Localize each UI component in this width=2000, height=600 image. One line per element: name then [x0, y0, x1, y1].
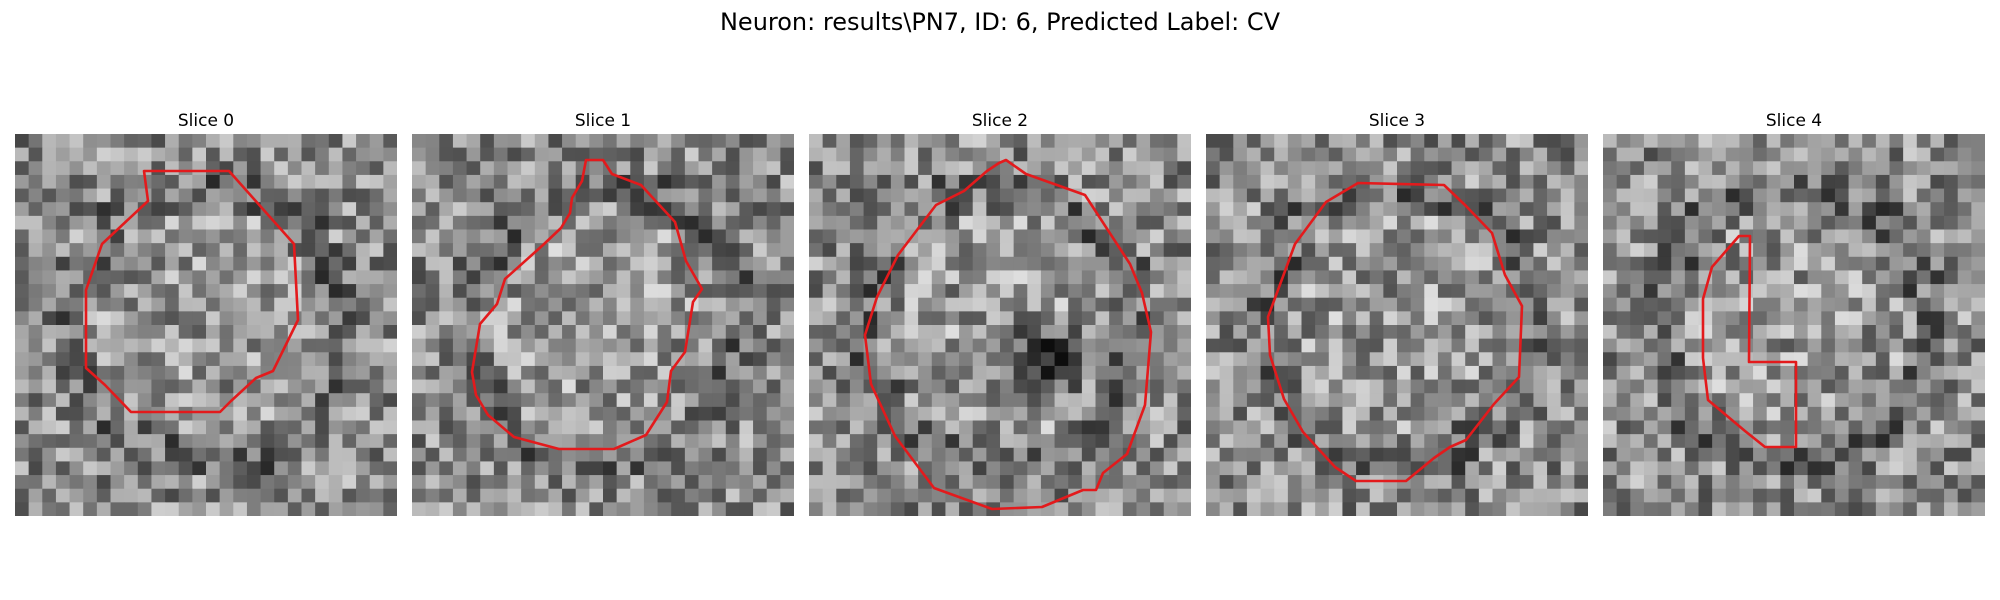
- slice-panel-1: Slice 1: [412, 108, 794, 516]
- figure-title: Neuron: results\PN7, ID: 6, Predicted La…: [719, 8, 1281, 36]
- slice-title-2: Slice 2: [971, 111, 1029, 131]
- pixel-grid: [1206, 134, 1588, 516]
- pixel-grid: [1603, 134, 1985, 516]
- segmentation-contour: [1266, 181, 1524, 483]
- slice-panel-2: Slice 2: [809, 108, 1191, 516]
- slice-image-2: [809, 134, 1191, 516]
- slice-panel-3: Slice 3: [1206, 108, 1588, 516]
- slice-panel-4: Slice 4: [1603, 108, 1985, 516]
- slice-image-0: [15, 134, 397, 516]
- pixel-grid: [809, 134, 1191, 516]
- segmentation-contour: [84, 169, 300, 414]
- slice-image-1: [412, 134, 794, 516]
- segmentation-contour: [863, 158, 1153, 511]
- segmentation-contour: [470, 158, 704, 451]
- pixel-grid: [412, 134, 794, 516]
- slice-title-1: Slice 1: [574, 111, 632, 131]
- slice-title-0: Slice 0: [177, 111, 235, 131]
- slice-panel-0: Slice 0: [15, 108, 397, 516]
- slice-title-3: Slice 3: [1368, 111, 1426, 131]
- slice-image-4: [1603, 134, 1985, 516]
- pixel-grid: [15, 134, 397, 516]
- slice-title-4: Slice 4: [1765, 111, 1823, 131]
- segmentation-contour: [1701, 234, 1798, 449]
- slice-image-3: [1206, 134, 1588, 516]
